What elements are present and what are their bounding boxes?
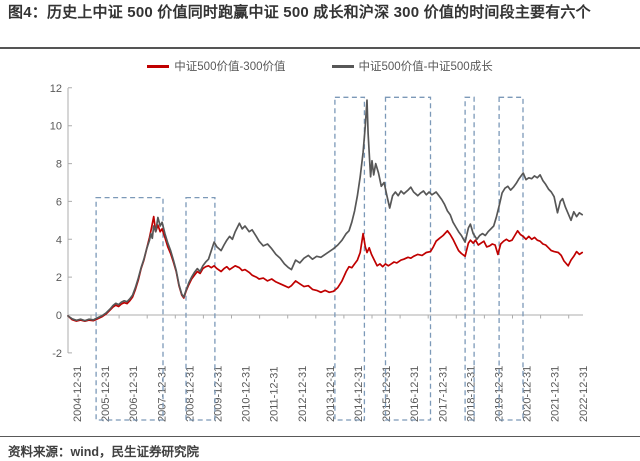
x-tick-label: 2016-12-31 <box>409 366 421 422</box>
x-tick-label: 2014-12-31 <box>353 366 365 422</box>
x-tick-label: 2008-12-31 <box>184 366 196 422</box>
y-tick-label: 10 <box>50 121 62 133</box>
y-tick-label: 0 <box>56 310 62 322</box>
series-line-2 <box>67 99 584 322</box>
highlight-box-4 <box>384 96 432 421</box>
y-tick-label: 4 <box>56 234 62 246</box>
red-line-swatch <box>147 64 170 68</box>
source-note: 资料来源：wind，民生证券研究院 <box>8 445 199 459</box>
x-tick-label: 2019-12-31 <box>494 366 506 422</box>
legend-label-red-series: 中证500价值-300价值 <box>174 61 286 73</box>
x-tick-label: 2015-12-31 <box>381 366 393 422</box>
highlight-box-3 <box>334 96 366 421</box>
x-tick-label: 2004-12-31 <box>72 366 84 422</box>
x-axis <box>68 314 583 319</box>
y-tick-label: 6 <box>56 196 62 208</box>
figure-title: 图4：历史上中证 500 价值同时跑赢中证 500 成长和沪深 300 价值的时… <box>8 4 591 21</box>
x-tick-label: 2006-12-31 <box>128 366 140 422</box>
highlight-box-2 <box>185 196 216 421</box>
x-tick-label: 2010-12-31 <box>241 366 253 422</box>
highlight-box-5 <box>464 96 475 421</box>
x-tick-label: 2005-12-31 <box>100 366 112 422</box>
y-tick-label: 12 <box>50 83 62 95</box>
y-tick-label: 2 <box>56 272 62 284</box>
y-tick-label: -2 <box>52 348 62 360</box>
y-tick-label: 8 <box>56 159 62 171</box>
series-line-1 <box>67 215 584 323</box>
spread-line-chart: 2004-12-31 2005-12-31 2006-12-31 2007-12-31… <box>50 83 590 422</box>
x-tick-label: 2017-12-31 <box>437 366 449 422</box>
x-tick-label: 2020-12-31 <box>522 366 534 422</box>
x-tick-label: 2013-12-31 <box>325 366 337 422</box>
x-tick-label: 2007-12-31 <box>156 366 168 422</box>
legend-label-gray-series: 中证500价值-中证500成长 <box>358 61 493 73</box>
legend-item-gray-series: 中证500价值-中证500成长 <box>331 58 493 74</box>
x-tick-label: 2021-12-31 <box>550 366 562 422</box>
x-tick-label: 2011-12-31 <box>269 367 281 422</box>
x-tick-label: 2018-12-31 <box>465 366 477 422</box>
chart-legend: 中证500价值-300价值 中证500价值-中证500成长 <box>0 58 640 74</box>
legend-item-red-series: 中证500价值-300价值 <box>147 58 286 74</box>
x-tick-label: 2022-12-31 <box>578 366 590 422</box>
y-axis <box>67 87 72 354</box>
highlight-box-6 <box>498 96 524 421</box>
source-divider <box>0 436 640 437</box>
x-tick-label: 2012-12-31 <box>297 366 309 422</box>
title-underline <box>0 47 640 49</box>
gray-line-swatch <box>331 64 354 68</box>
